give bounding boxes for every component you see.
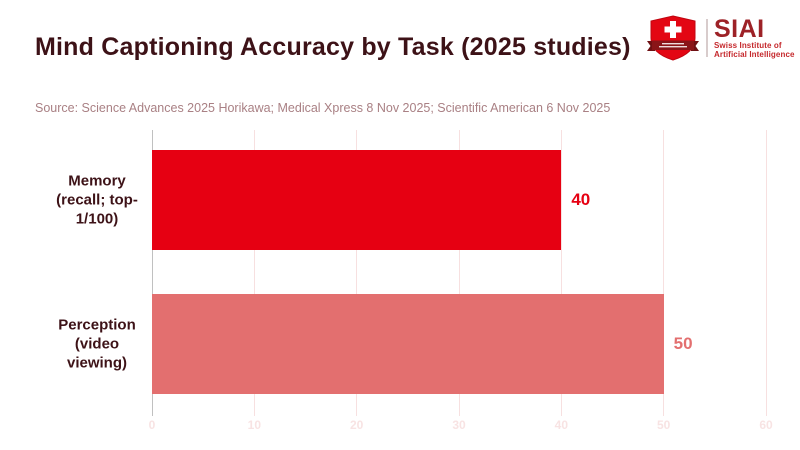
x-tick-label: 30 bbox=[452, 418, 466, 432]
x-tick-label: 10 bbox=[247, 418, 262, 432]
swiss-shield-icon bbox=[647, 15, 699, 61]
category-label-line: Memory bbox=[68, 172, 126, 190]
x-tick-label: 0 bbox=[148, 418, 156, 432]
gridline bbox=[765, 130, 767, 416]
logo-org-line2: Artificial Intelligence bbox=[714, 50, 795, 59]
axis-zero-line bbox=[151, 130, 153, 416]
logo-acronym: SIAI bbox=[714, 14, 765, 43]
category-label-line: viewing) bbox=[66, 354, 127, 372]
bar-value-label: 40 bbox=[571, 190, 591, 209]
category-label-line: (recall; top- bbox=[56, 191, 138, 209]
gridline bbox=[560, 130, 562, 416]
bar bbox=[152, 294, 664, 394]
logo-org-line1: Swiss Institute of bbox=[714, 40, 782, 50]
category-label-line: Perception bbox=[58, 316, 136, 334]
x-tick-label: 50 bbox=[656, 418, 671, 432]
logo-text: SIAI Swiss Institute of Artificial Intel… bbox=[714, 14, 795, 60]
source-note: Source: Science Advances 2025 Horikawa; … bbox=[35, 101, 611, 115]
gridline bbox=[663, 130, 665, 416]
x-tick-label: 40 bbox=[554, 418, 569, 432]
logo-divider bbox=[706, 19, 708, 57]
category-label: Memory (recall; top- 1/100) bbox=[37, 172, 157, 229]
gridline bbox=[253, 130, 255, 416]
bar bbox=[152, 150, 562, 250]
category-label-line: 1/100) bbox=[75, 210, 119, 228]
gridline bbox=[458, 130, 460, 416]
category-label: Perception (video viewing) bbox=[37, 316, 157, 373]
page-title: Mind Captioning Accuracy by Task (2025 s… bbox=[35, 32, 631, 61]
bar-value-label: 50 bbox=[673, 334, 693, 353]
gridline bbox=[356, 130, 358, 416]
x-tick-label: 20 bbox=[349, 418, 364, 432]
x-tick-label: 60 bbox=[759, 418, 773, 432]
siai-logo: SIAI Swiss Institute of Artificial Intel… bbox=[645, 13, 795, 63]
category-label-line: (video bbox=[74, 335, 120, 353]
